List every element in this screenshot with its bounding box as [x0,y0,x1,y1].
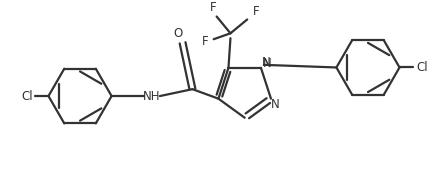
Text: N: N [262,56,270,69]
Text: N: N [263,57,271,70]
Text: F: F [202,35,208,48]
Text: F: F [209,1,216,14]
Text: F: F [253,5,259,18]
Text: Cl: Cl [416,61,428,74]
Text: O: O [173,27,182,40]
Text: NH: NH [143,90,161,103]
Text: N: N [271,98,279,111]
Text: Cl: Cl [21,90,33,103]
